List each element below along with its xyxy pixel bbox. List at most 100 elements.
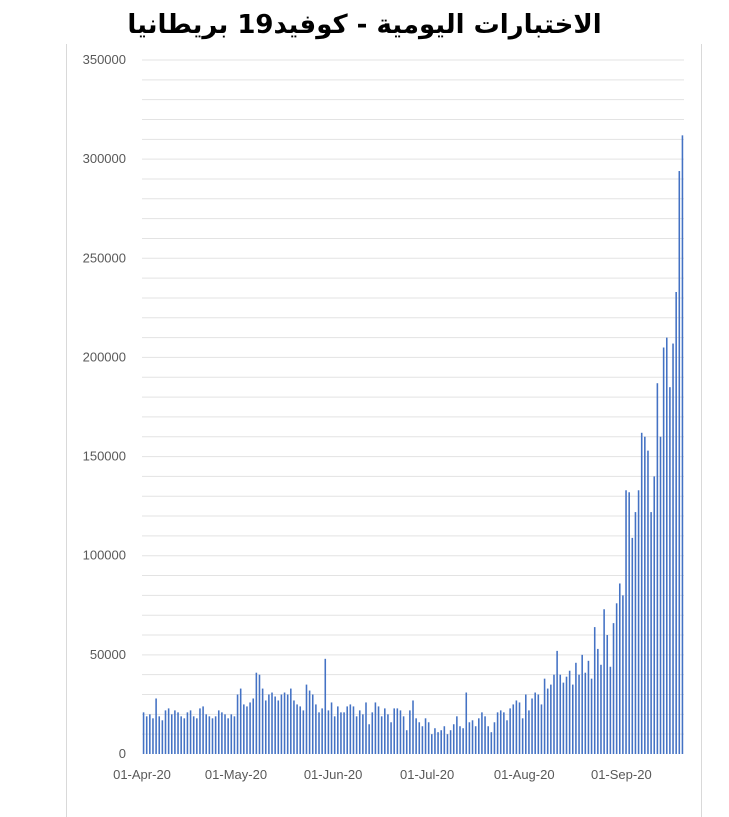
bar [246, 706, 248, 754]
bar [452, 724, 455, 754]
y-tick-label: 100000 [83, 548, 126, 563]
bar [249, 702, 251, 754]
bar [402, 716, 405, 754]
bar [534, 692, 536, 754]
bar [349, 704, 352, 754]
bar [434, 728, 436, 754]
bar [158, 716, 161, 754]
bar [186, 712, 189, 754]
bar [318, 712, 320, 754]
bar [321, 708, 323, 754]
bar [568, 670, 571, 754]
bar [556, 650, 558, 754]
bar [471, 720, 474, 754]
bar [493, 722, 496, 754]
bar [512, 704, 515, 754]
bar [559, 674, 562, 754]
x-tick-label: 01-Jul-20 [400, 767, 454, 782]
bar [252, 698, 255, 754]
y-tick-label: 50000 [90, 647, 126, 662]
bar [324, 658, 327, 754]
bar [465, 692, 468, 754]
y-tick-label: 300000 [83, 151, 126, 166]
y-tick-label: 0 [119, 746, 126, 761]
bar [214, 716, 217, 754]
bar [371, 712, 374, 754]
bar [283, 692, 286, 754]
bar [449, 730, 452, 754]
bar [377, 706, 380, 754]
bar [653, 476, 656, 754]
bar [459, 726, 461, 754]
x-tick-label: 01-Aug-20 [494, 767, 555, 782]
bar [145, 716, 148, 754]
bar [675, 291, 677, 754]
bar [509, 708, 511, 754]
bar [337, 706, 339, 754]
bar [565, 676, 568, 754]
bar [540, 704, 543, 754]
bar [550, 684, 552, 754]
bar [496, 712, 499, 754]
bar [431, 734, 433, 754]
bar [600, 664, 602, 754]
bar [518, 702, 521, 754]
bar [180, 716, 182, 754]
bar [562, 682, 565, 754]
bar [659, 436, 662, 754]
bar [205, 714, 208, 754]
bar [343, 712, 345, 754]
bar [669, 387, 671, 754]
bar [572, 684, 574, 754]
bar [415, 718, 417, 754]
bar [152, 718, 154, 754]
bar [183, 718, 186, 754]
bar [189, 710, 192, 754]
bar [227, 718, 229, 754]
bar [578, 674, 580, 754]
bar [612, 623, 615, 754]
bar [352, 706, 355, 754]
bar [208, 716, 211, 754]
bar [631, 537, 634, 754]
bar [261, 688, 264, 754]
bar [239, 688, 242, 754]
bar [202, 706, 204, 754]
chart-area [66, 44, 702, 817]
bar [199, 708, 201, 754]
bar [167, 708, 170, 754]
bar [647, 450, 649, 754]
bar [427, 722, 430, 754]
bar [217, 710, 220, 754]
bar [424, 718, 427, 754]
bar [521, 718, 524, 754]
bar [443, 726, 446, 754]
bar [399, 710, 402, 754]
bar [393, 708, 395, 754]
bar [575, 662, 577, 754]
bar [293, 700, 295, 754]
bar [593, 627, 596, 754]
bar [233, 716, 236, 754]
y-tick-label: 150000 [83, 449, 126, 464]
bar [553, 674, 555, 754]
bar [277, 700, 280, 754]
bar [365, 702, 367, 754]
bar [340, 712, 342, 754]
bar [525, 694, 527, 754]
bar [355, 716, 358, 754]
bar [606, 635, 609, 754]
bar [308, 690, 311, 754]
bar [412, 700, 414, 754]
bar [149, 714, 151, 754]
bar [142, 712, 145, 754]
bar [271, 692, 273, 754]
bar [499, 710, 502, 754]
bar [615, 603, 618, 754]
bar [405, 730, 408, 754]
bar [474, 726, 477, 754]
bar [380, 716, 383, 754]
bar [374, 702, 377, 754]
bar [196, 718, 198, 754]
